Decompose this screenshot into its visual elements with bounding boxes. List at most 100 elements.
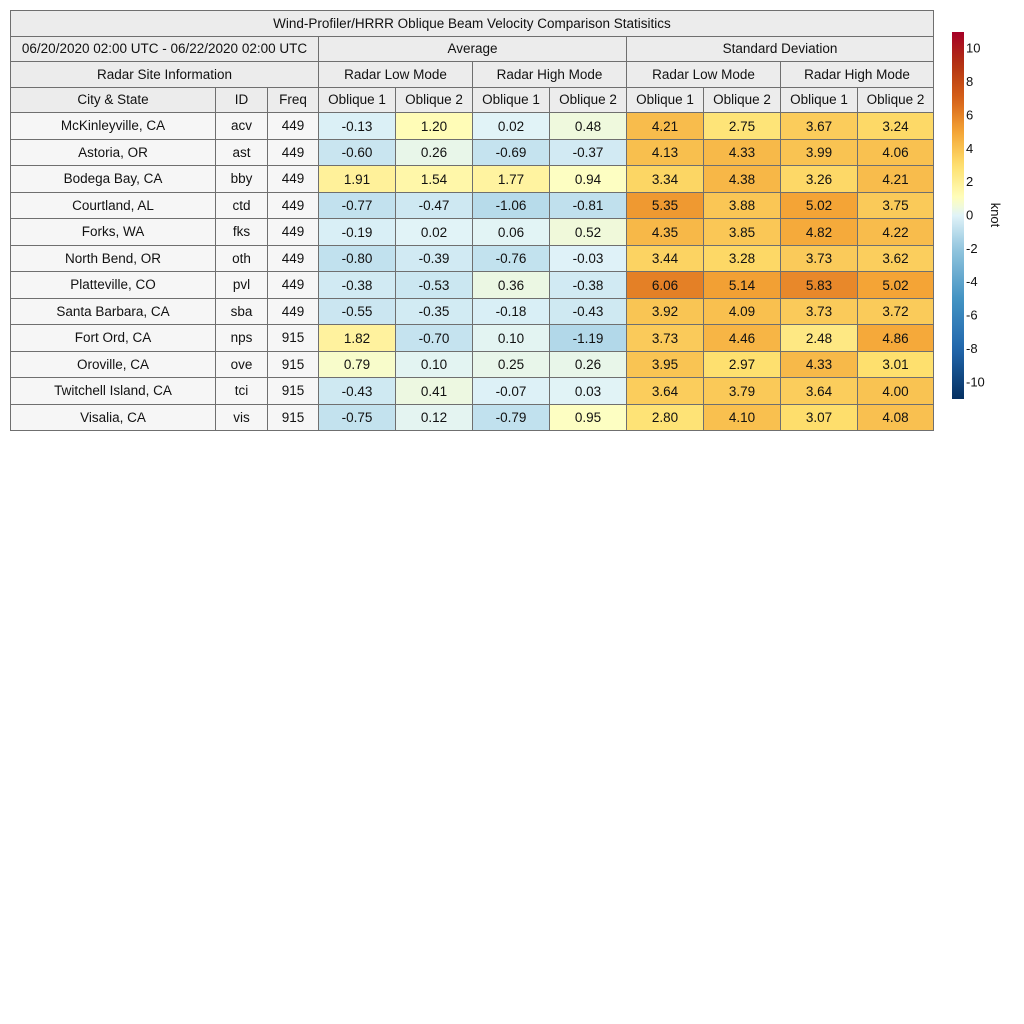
- freq-cell: 449: [267, 271, 319, 299]
- std-low-oblique-2-cell: 3.85: [703, 218, 781, 246]
- std-high-oblique-1-cell: 3.99: [780, 138, 858, 166]
- std-high-oblique-1-cell: 4.82: [780, 218, 858, 246]
- avg-low-oblique-2-cell: -0.47: [395, 191, 473, 219]
- avg-low-oblique-1-cell: -0.43: [318, 377, 396, 405]
- id-cell: ast: [215, 138, 268, 166]
- std-low-oblique-2-cell: 4.10: [703, 403, 781, 431]
- colorbar-tick-label: -10: [966, 374, 985, 389]
- std-high-oblique-1-cell: 3.73: [780, 297, 858, 325]
- freq-cell: 449: [267, 112, 319, 140]
- column-header-std-high-oblique-2: Oblique 2: [857, 86, 934, 113]
- std-low-oblique-2-cell: 2.97: [703, 350, 781, 378]
- stddev-header: Standard Deviation: [626, 35, 934, 62]
- colorbar-tick-label: 2: [966, 174, 973, 189]
- id-cell: pvl: [215, 271, 268, 299]
- colorbar-label: knot: [988, 203, 1003, 228]
- table-row: Santa Barbara, CA sba 449 -0.55 -0.35 -0.18 -0…: [10, 297, 934, 325]
- city-cell: Twitchell Island, CA: [10, 377, 216, 405]
- city-cell: Astoria, OR: [10, 138, 216, 166]
- table-row: Astoria, OR ast 449 -0.60 0.26 -0.69 -0.37 4.13…: [10, 138, 934, 166]
- avg-low-oblique-2-cell: 0.41: [395, 377, 473, 405]
- avg-high-oblique-1-cell: -1.06: [472, 191, 550, 219]
- table-row: Bodega Bay, CA bby 449 1.91 1.54 1.77 0.94 3.34…: [10, 165, 934, 193]
- avg-high-oblique-2-cell: 0.26: [549, 350, 627, 378]
- std-low-oblique-1-cell: 3.64: [626, 377, 704, 405]
- site-info-header: Radar Site Information: [10, 61, 319, 88]
- std-low-oblique-1-cell: 2.80: [626, 403, 704, 431]
- table-row: Platteville, CO pvl 449 -0.38 -0.53 0.36 -0.38…: [10, 271, 934, 299]
- avg-low-oblique-2-cell: -0.35: [395, 297, 473, 325]
- avg-high-oblique-2-cell: 0.52: [549, 218, 627, 246]
- avg-high-oblique-2-cell: -1.19: [549, 324, 627, 352]
- avg-high-oblique-2-cell: -0.38: [549, 271, 627, 299]
- avg-high-oblique-2-cell: 0.95: [549, 403, 627, 431]
- std-high-oblique-1-cell: 5.02: [780, 191, 858, 219]
- id-cell: vis: [215, 403, 268, 431]
- column-header-avg-low-oblique-1: Oblique 1: [318, 86, 396, 113]
- avg-low-oblique-1-cell: -0.77: [318, 191, 396, 219]
- avg-high-oblique-1-cell: 0.36: [472, 271, 550, 299]
- avg-high-oblique-2-cell: -0.03: [549, 244, 627, 272]
- column-header-avg-low-oblique-2: Oblique 2: [395, 86, 473, 113]
- std-high-oblique-1-cell: 3.07: [780, 403, 858, 431]
- std-low-oblique-1-cell: 5.35: [626, 191, 704, 219]
- column-header-avg-high-oblique-1: Oblique 1: [472, 86, 550, 113]
- colorbar-tick-label: 0: [966, 208, 973, 223]
- column-header-id: ID: [215, 86, 268, 113]
- column-header-std-low-oblique-1: Oblique 1: [626, 86, 704, 113]
- std-low-oblique-1-cell: 3.73: [626, 324, 704, 352]
- city-cell: McKinleyville, CA: [10, 112, 216, 140]
- std-high-oblique-2-cell: 3.62: [857, 244, 934, 272]
- std-high-oblique-2-cell: 4.00: [857, 377, 934, 405]
- std-low-oblique-1-cell: 4.35: [626, 218, 704, 246]
- std-high-oblique-1-cell: 3.67: [780, 112, 858, 140]
- std-high-oblique-1-cell: 2.48: [780, 324, 858, 352]
- std-high-oblique-2-cell: 4.21: [857, 165, 934, 193]
- std-high-oblique-2-cell: 4.06: [857, 138, 934, 166]
- avg-low-oblique-1-cell: 1.82: [318, 324, 396, 352]
- average-header: Average: [318, 35, 627, 62]
- table-row: Twitchell Island, CA tci 915 -0.43 0.41 -0.07…: [10, 377, 934, 405]
- colorbar-tick-label: -4: [966, 274, 978, 289]
- table-row: Fort Ord, CA nps 915 1.82 -0.70 0.10 -1.19 3.73…: [10, 324, 934, 352]
- colorbar-tick-label: 4: [966, 141, 973, 156]
- avg-low-oblique-2-cell: 0.12: [395, 403, 473, 431]
- avg-high-oblique-1-cell: 0.06: [472, 218, 550, 246]
- id-cell: nps: [215, 324, 268, 352]
- std-high-oblique-2-cell: 4.08: [857, 403, 934, 431]
- avg-high-oblique-1-cell: -0.07: [472, 377, 550, 405]
- std-low-oblique-2-cell: 2.75: [703, 112, 781, 140]
- avg-low-oblique-1-cell: -0.13: [318, 112, 396, 140]
- std-high-oblique-1-cell: 4.33: [780, 350, 858, 378]
- std-high-oblique-1-cell: 3.26: [780, 165, 858, 193]
- colorbar-gradient: [952, 32, 964, 399]
- city-cell: Bodega Bay, CA: [10, 165, 216, 193]
- freq-cell: 449: [267, 218, 319, 246]
- table-row: Oroville, CA ove 915 0.79 0.10 0.25 0.26 3.95 2.…: [10, 350, 934, 378]
- std-low-oblique-2-cell: 5.14: [703, 271, 781, 299]
- avg-low-oblique-2-cell: 0.10: [395, 350, 473, 378]
- table-row: Visalia, CA vis 915 -0.75 0.12 -0.79 0.95 2.80 4…: [10, 403, 934, 431]
- avg-low-oblique-2-cell: -0.53: [395, 271, 473, 299]
- std-low-oblique-1-cell: 3.95: [626, 350, 704, 378]
- colorbar-tick-label: 6: [966, 107, 973, 122]
- std-low-oblique-1-cell: 3.34: [626, 165, 704, 193]
- std-high-mode-header: Radar High Mode: [780, 61, 934, 88]
- avg-high-oblique-1-cell: 0.10: [472, 324, 550, 352]
- stats-table: Wind-Profiler/HRRR Oblique Beam Velocity…: [10, 10, 934, 431]
- mode-header-row: Radar Site Information Radar Low Mode Ra…: [10, 61, 934, 88]
- avg-low-oblique-1-cell: 0.79: [318, 350, 396, 378]
- avg-low-oblique-2-cell: 0.02: [395, 218, 473, 246]
- id-cell: ctd: [215, 191, 268, 219]
- id-cell: bby: [215, 165, 268, 193]
- avg-low-oblique-1-cell: -0.38: [318, 271, 396, 299]
- freq-cell: 449: [267, 297, 319, 325]
- avg-low-oblique-2-cell: -0.39: [395, 244, 473, 272]
- std-high-oblique-2-cell: 3.72: [857, 297, 934, 325]
- avg-high-oblique-1-cell: -0.79: [472, 403, 550, 431]
- std-low-oblique-2-cell: 4.46: [703, 324, 781, 352]
- std-low-oblique-1-cell: 6.06: [626, 271, 704, 299]
- std-low-oblique-1-cell: 3.92: [626, 297, 704, 325]
- column-header-std-low-oblique-2: Oblique 2: [703, 86, 781, 113]
- avg-high-oblique-2-cell: 0.03: [549, 377, 627, 405]
